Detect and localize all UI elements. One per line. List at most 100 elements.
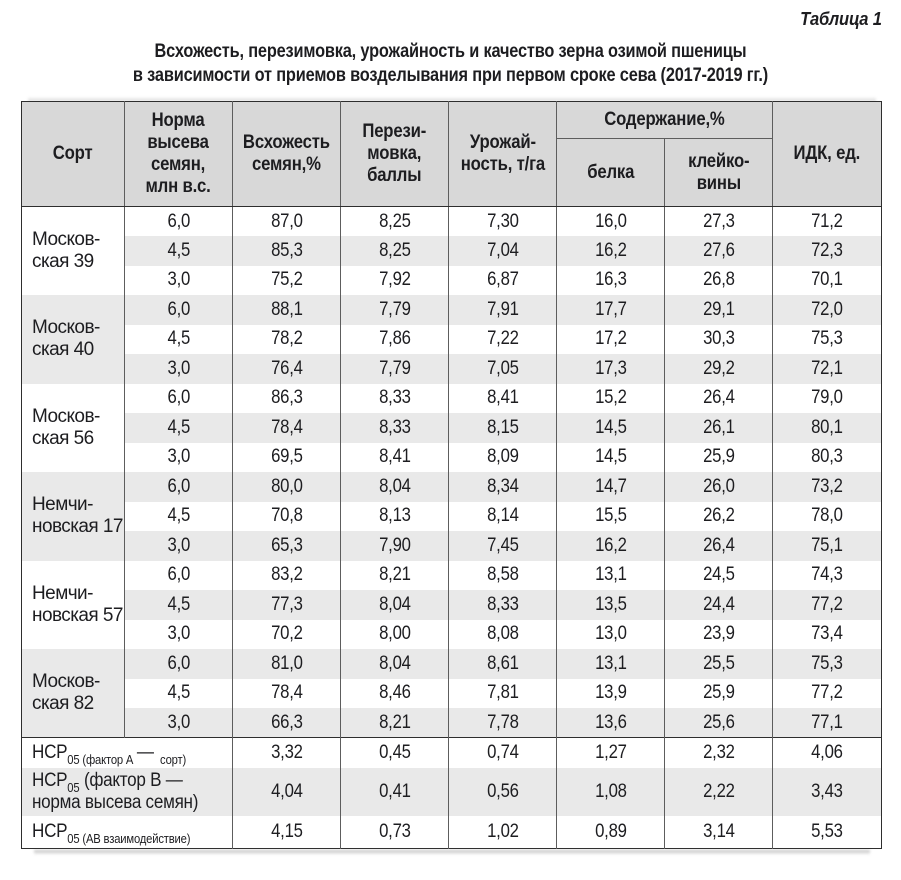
data-value: 17,3 <box>594 357 627 379</box>
seeding-rate-value: 6,0 <box>167 652 190 674</box>
col-header-overwintering-label: Перези- мовка, баллы <box>362 121 427 186</box>
data-value: 66,3 <box>270 711 303 733</box>
table-row: 4,5 77,3 8,04 8,33 13,5 24,4 77,2 <box>22 590 882 620</box>
data-value: 7,04 <box>486 239 519 261</box>
data-cell: 77,3 <box>232 590 341 620</box>
footer-value-cell: 0,45 <box>340 737 449 768</box>
footer-row: НСР05 (фактор В — норма высева семян) 4,0… <box>21 767 882 816</box>
data-value: 14,5 <box>594 446 627 468</box>
col-header-variety: Сорт <box>21 101 125 207</box>
seeding-rate-cell: 4,5 <box>124 236 233 266</box>
data-value: 75,1 <box>811 534 843 556</box>
data-value: 30,3 <box>702 328 735 350</box>
seeding-rate-cell: 3,0 <box>124 442 233 472</box>
data-cell: 78,2 <box>232 324 341 354</box>
data-value: 69,5 <box>270 446 303 468</box>
variety-cell: Немчи- новская 57 <box>21 560 125 649</box>
data-value: 27,3 <box>702 210 735 232</box>
data-value: 15,2 <box>594 387 627 409</box>
footer-value: 4,04 <box>270 780 303 802</box>
table-row: Москов- ская 82 6,0 81,0 8,04 8,61 13,1 25,5 75… <box>21 649 882 738</box>
seeding-rate-cell: 6,0 <box>124 649 233 679</box>
data-value: 13,9 <box>594 682 627 704</box>
data-cell: 8,41 <box>448 383 557 413</box>
data-value: 7,78 <box>486 711 519 733</box>
data-value: 8,61 <box>486 652 519 674</box>
data-cell: 72,1 <box>772 354 882 384</box>
seeding-rate-value: 3,0 <box>167 711 190 733</box>
data-value: 80,0 <box>270 475 303 497</box>
header-row-sub: белка клейко- вины <box>22 138 882 207</box>
data-value: 13,5 <box>594 593 627 615</box>
col-header-protein-label: белка <box>586 161 635 183</box>
seeding-rate-value: 3,0 <box>167 446 190 468</box>
col-header-germination: Всхожесть семян,% <box>232 101 341 207</box>
col-header-content-label: Содержание,% <box>604 109 725 130</box>
data-cell: 75,2 <box>232 265 341 295</box>
data-value: 7,86 <box>378 328 411 350</box>
footer-value-cell: 1,02 <box>448 815 557 849</box>
data-value: 86,3 <box>270 387 303 409</box>
data-cell: 66,3 <box>232 708 341 738</box>
col-header-yield-label: Урожай- ность, т/га <box>460 132 545 175</box>
seeding-rate-cell: 6,0 <box>124 472 233 502</box>
data-cell: 8,34 <box>448 472 557 502</box>
data-cell: 75,1 <box>772 531 882 561</box>
seeding-rate-cell: 3,0 <box>124 354 233 384</box>
data-cell: 25,6 <box>663 708 773 738</box>
data-value: 16,0 <box>594 210 627 232</box>
data-cell: 8,04 <box>340 649 449 679</box>
data-cell: 29,2 <box>663 354 773 384</box>
data-value: 25,9 <box>702 446 735 468</box>
data-value: 8,04 <box>378 652 411 674</box>
data-value: 24,4 <box>702 593 735 615</box>
footer-value-cell: 2,32 <box>663 737 773 768</box>
footer-label-subscript: 05 (фактор А <box>67 752 134 767</box>
seeding-rate-cell: 3,0 <box>124 531 233 561</box>
table-row: 4,5 78,4 8,33 8,15 14,5 26,1 80,1 <box>22 413 882 443</box>
col-header-content: Содержание,% <box>555 101 773 139</box>
data-value: 8,34 <box>486 475 519 497</box>
footer-value: 0,73 <box>378 820 411 842</box>
data-value: 8,13 <box>378 505 411 527</box>
data-cell: 13,0 <box>556 619 665 649</box>
data-cell: 7,79 <box>340 295 449 325</box>
footer-value-cell: 5,53 <box>772 815 882 849</box>
footer-value-cell: 3,43 <box>772 767 882 816</box>
data-cell: 83,2 <box>232 560 341 590</box>
data-cell: 7,22 <box>448 324 557 354</box>
data-value: 6,87 <box>486 269 519 291</box>
footer-value: 0,56 <box>486 780 519 802</box>
seeding-rate-value: 6,0 <box>167 387 190 409</box>
data-cell: 15,2 <box>556 383 665 413</box>
table-row: 4,5 78,4 8,46 7,81 13,9 25,9 77,2 <box>22 678 882 708</box>
data-value: 24,5 <box>702 564 735 586</box>
footer-value-cell: 0,89 <box>556 815 665 849</box>
data-value: 14,5 <box>594 416 627 438</box>
data-value: 78,4 <box>270 682 303 704</box>
seeding-rate-value: 3,0 <box>167 269 190 291</box>
data-cell: 73,2 <box>772 472 882 502</box>
data-value: 13,1 <box>594 652 627 674</box>
data-cell: 8,13 <box>340 501 449 531</box>
footer-value: 0,89 <box>594 820 627 842</box>
data-cell: 70,8 <box>232 501 341 531</box>
data-value: 8,33 <box>378 416 411 438</box>
data-value: 7,45 <box>486 534 519 556</box>
data-value: 27,6 <box>702 239 735 261</box>
footer-value-cell: 1,08 <box>556 767 665 816</box>
data-value: 74,3 <box>811 564 843 586</box>
col-header-variety-label: Сорт <box>53 143 93 164</box>
scan-shadow-bottom <box>34 849 870 855</box>
data-value: 72,1 <box>811 357 843 379</box>
seeding-rate-cell: 3,0 <box>124 619 233 649</box>
data-value: 13,6 <box>594 711 627 733</box>
data-cell: 8,21 <box>340 560 449 590</box>
col-header-yield: Урожай- ность, т/га <box>448 101 557 207</box>
data-cell: 7,92 <box>340 265 449 295</box>
footer-row: НСР05 (фактор А — сорт) 3,32 0,45 0,74 1,27 2,3… <box>21 737 882 768</box>
data-value: 7,05 <box>486 357 519 379</box>
data-value: 72,0 <box>811 298 843 320</box>
seeding-rate-cell: 4,5 <box>124 413 233 443</box>
footer-value: 0,74 <box>486 741 519 763</box>
